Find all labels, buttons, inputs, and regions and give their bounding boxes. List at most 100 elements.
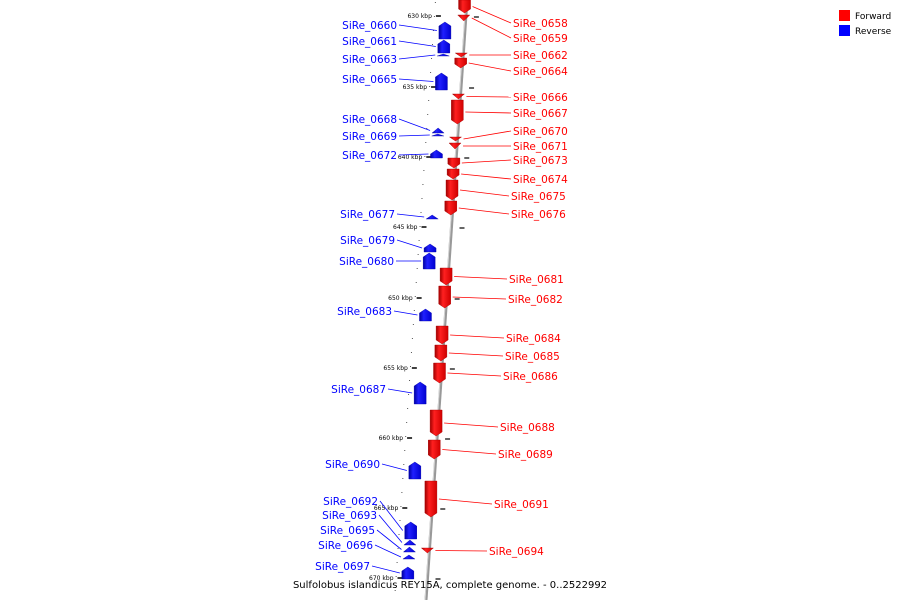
gene-label-reverse[interactable]: SiRe_0690: [325, 459, 380, 471]
gene-reverse-SiRe_0665[interactable]: [435, 72, 448, 91]
gene-forward-SiRe_0694[interactable]: [420, 547, 434, 554]
gene-reverse-SiRe_0669[interactable]: [431, 133, 444, 137]
gene-forward-SiRe_0664[interactable]: [454, 57, 467, 69]
gene-reverse-SiRe_0660[interactable]: [438, 21, 452, 40]
gene-reverse-SiRe_0693[interactable]: [403, 539, 417, 546]
gene-reverse-SiRe_0687[interactable]: [413, 381, 427, 405]
gene-forward-SiRe_0666[interactable]: [451, 93, 465, 100]
gene-label-forward[interactable]: SiRe_0675: [511, 191, 566, 203]
gene-label-forward[interactable]: SiRe_0666: [513, 92, 568, 104]
gene-forward-SiRe_0689[interactable]: [428, 439, 441, 460]
gene-label-reverse[interactable]: SiRe_0669: [342, 131, 397, 143]
minor-tick: [432, 30, 434, 31]
gene-label-reverse[interactable]: SiRe_0680: [339, 256, 394, 268]
gene-forward-SiRe_0681[interactable]: [439, 267, 453, 286]
gene-forward-SiRe_0670[interactable]: [448, 136, 463, 142]
gene-label-forward[interactable]: SiRe_0694: [489, 546, 544, 558]
genes-layer: [401, 0, 471, 580]
gene-label-reverse[interactable]: SiRe_0663: [342, 54, 397, 66]
gene-label-forward[interactable]: SiRe_0658: [513, 18, 568, 30]
label-line: [463, 130, 512, 140]
tick-label: 660 kbp: [379, 435, 404, 442]
gene-label-reverse[interactable]: SiRe_0665: [342, 74, 397, 86]
minor-tick: [433, 16, 435, 17]
gene-forward-SiRe_0682[interactable]: [438, 285, 451, 309]
minor-tick: [417, 254, 419, 255]
gene-forward-SiRe_0686[interactable]: [433, 362, 446, 384]
gene-label-reverse[interactable]: SiRe_0668: [342, 114, 397, 126]
gene-label-forward[interactable]: SiRe_0691: [494, 499, 549, 511]
minor-tick: [408, 394, 410, 395]
gene-forward-SiRe_0662[interactable]: [454, 52, 468, 58]
gene-label-forward[interactable]: SiRe_0664: [513, 66, 568, 78]
gene-label-reverse[interactable]: SiRe_0695: [320, 525, 375, 537]
gene-label-reverse[interactable]: SiRe_0679: [340, 235, 395, 247]
gene-label-reverse[interactable]: SiRe_0692: [323, 496, 378, 508]
gene-label-forward[interactable]: SiRe_0674: [513, 174, 568, 186]
gene-labels-layer: SiRe_0658 SiRe_0659 SiRe_0662 SiRe_0664 SiRe…: [315, 18, 568, 573]
minor-tick: [412, 324, 414, 325]
gene-label-reverse[interactable]: SiRe_0697: [315, 561, 370, 573]
gene-label-reverse[interactable]: SiRe_0672: [342, 150, 397, 162]
gene-label-forward[interactable]: SiRe_0684: [506, 333, 561, 345]
minor-tick: [427, 114, 429, 115]
gene-forward-SiRe_0674[interactable]: [446, 168, 460, 180]
gene-forward-SiRe_0659[interactable]: [457, 14, 471, 22]
gene-label-forward[interactable]: SiRe_0670: [513, 126, 568, 138]
gene-label-forward[interactable]: SiRe_0682: [508, 294, 563, 306]
gene-label-forward[interactable]: SiRe_0686: [503, 371, 558, 383]
gene-reverse-SiRe_0683[interactable]: [419, 308, 432, 322]
label-line: [376, 529, 402, 550]
gene-label-reverse[interactable]: SiRe_0683: [337, 306, 392, 318]
gene-forward-SiRe_0676[interactable]: [444, 200, 457, 216]
gene-label-forward[interactable]: SiRe_0671: [513, 141, 568, 153]
minor-tick: [421, 198, 423, 199]
gene-forward-SiRe_0673[interactable]: [447, 157, 461, 169]
gene-reverse-SiRe_0697[interactable]: [401, 566, 415, 580]
gene-forward-SiRe_0671[interactable]: [448, 142, 462, 150]
gene-label-reverse[interactable]: SiRe_0687: [331, 384, 386, 396]
minor-tick: [431, 58, 433, 59]
gene-reverse-SiRe_0692[interactable]: [404, 521, 417, 540]
gene-reverse-SiRe_0680[interactable]: [422, 252, 436, 270]
label-line: [472, 6, 512, 24]
gene-reverse-SiRe_0690[interactable]: [408, 461, 422, 480]
gene-label-reverse[interactable]: SiRe_0693: [322, 510, 377, 522]
gene-reverse-SiRe_0668[interactable]: [431, 127, 445, 134]
minor-tick: [411, 338, 413, 339]
gene-forward-SiRe_0658[interactable]: [458, 0, 471, 14]
gene-forward-SiRe_0691[interactable]: [424, 480, 438, 518]
label-line: [461, 173, 512, 180]
gene-label-reverse[interactable]: SiRe_0661: [342, 36, 397, 48]
label-line: [381, 463, 407, 471]
gene-reverse-SiRe_0661[interactable]: [437, 39, 451, 54]
gene-label-forward[interactable]: SiRe_0689: [498, 449, 553, 461]
tick-label: 655 kbp: [383, 365, 408, 372]
label-line: [398, 78, 434, 82]
gene-label-forward[interactable]: SiRe_0676: [511, 209, 566, 221]
gene-label-reverse[interactable]: SiRe_0660: [342, 20, 397, 32]
gene-reverse-SiRe_0695[interactable]: [402, 546, 417, 553]
gene-label-reverse[interactable]: SiRe_0677: [340, 209, 395, 221]
gene-forward-SiRe_0688[interactable]: [429, 409, 443, 437]
tick-label: 635 kbp: [403, 84, 428, 91]
gene-forward-SiRe_0684[interactable]: [435, 325, 449, 345]
gene-reverse-SiRe_0677[interactable]: [425, 214, 439, 220]
gene-reverse-SiRe_0696[interactable]: [402, 554, 416, 560]
legend-forward-label: Forward: [855, 12, 891, 22]
gene-label-forward[interactable]: SiRe_0662: [513, 50, 568, 62]
gene-label-forward[interactable]: SiRe_0659: [513, 33, 568, 45]
gene-label-forward[interactable]: SiRe_0688: [500, 422, 555, 434]
tick-label: 645 kbp: [393, 224, 418, 231]
gene-label-forward[interactable]: SiRe_0667: [513, 108, 568, 120]
gene-reverse-SiRe_0679[interactable]: [423, 243, 437, 253]
gene-forward-SiRe_0667[interactable]: [451, 99, 464, 125]
gene-forward-SiRe_0685[interactable]: [434, 344, 448, 362]
gene-label-forward[interactable]: SiRe_0685: [505, 351, 560, 363]
gene-label-forward[interactable]: SiRe_0681: [509, 274, 564, 286]
gene-forward-SiRe_0675[interactable]: [445, 179, 459, 201]
gene-reverse-SiRe_0672[interactable]: [430, 149, 443, 159]
gene-reverse-SiRe_0663[interactable]: [437, 53, 450, 57]
gene-label-reverse[interactable]: SiRe_0696: [318, 540, 373, 552]
gene-label-forward[interactable]: SiRe_0673: [513, 155, 568, 167]
